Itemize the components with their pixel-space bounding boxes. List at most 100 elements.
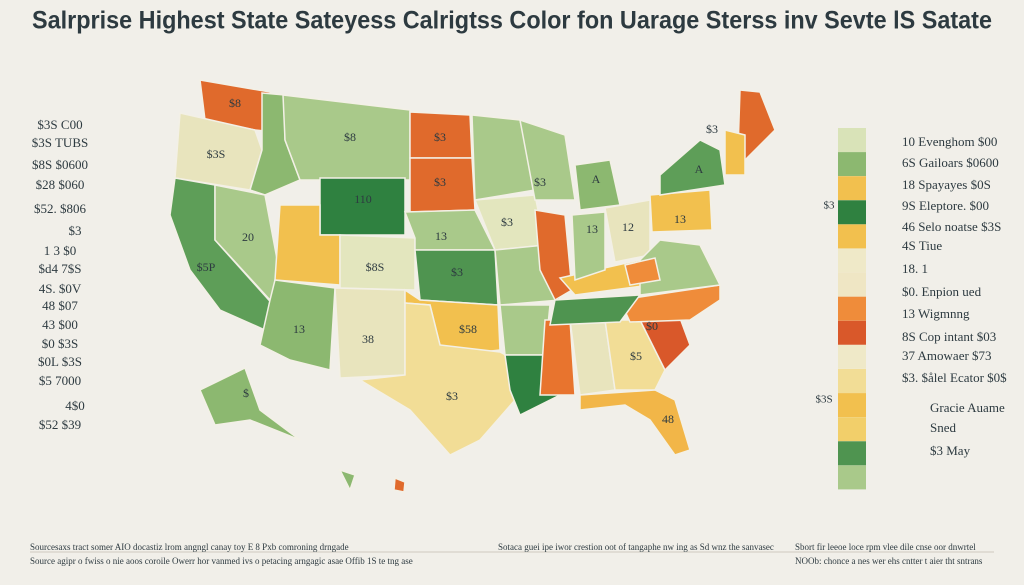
- legend-label: $3. $ålel Ecator $0$: [902, 370, 1007, 385]
- map-label: $3: [534, 175, 546, 189]
- map-label: $3: [434, 175, 446, 189]
- legend-swatch: [838, 128, 866, 152]
- footer-text: Source agipr o fwiss o nie aoos coroile …: [30, 556, 413, 566]
- state: [639, 239, 722, 296]
- left-label: $d4 7$S: [39, 261, 82, 276]
- legend-swatch: [838, 248, 866, 273]
- state: [571, 211, 606, 282]
- state: [339, 234, 416, 291]
- legend-swatch: [838, 344, 866, 369]
- footer-text: NOOb: chonce a nes wer ehs cntter t aier…: [795, 556, 983, 566]
- legend-label: Gracie Auame: [930, 400, 1005, 415]
- legend-swatch: [838, 200, 866, 225]
- map-label: $3: [706, 122, 718, 136]
- map-label: $58: [459, 322, 477, 336]
- left-label: $5 7000: [39, 373, 81, 388]
- state: [393, 476, 406, 493]
- left-label: 4S. $0V: [39, 281, 82, 296]
- left-label: 48 $07: [42, 298, 78, 313]
- left-label: $0 $3S: [42, 336, 78, 351]
- map-label: 20: [242, 230, 254, 244]
- legend-label: 9S Eleptore. $00: [902, 198, 989, 213]
- state: [579, 389, 691, 456]
- map-label: $8: [344, 130, 356, 144]
- legend-swatch: [838, 465, 866, 490]
- left-label: $3S TUBS: [32, 135, 88, 150]
- map-label: $3: [434, 130, 446, 144]
- map-label: $3: [451, 265, 463, 279]
- state: [357, 302, 516, 456]
- map-label: $8: [229, 96, 241, 110]
- left-label: $3: [69, 223, 82, 238]
- legend-label: 4S Tiue: [902, 238, 942, 253]
- legend-label: 8S Cop intant $03: [902, 329, 996, 344]
- legend-label: 46 Selo noatse $3S: [902, 219, 1001, 234]
- legend-swatch: [838, 441, 866, 466]
- map-label: 110: [354, 192, 372, 206]
- legend-swatch: [838, 369, 866, 393]
- legend-swatch: [838, 224, 866, 249]
- legend-label: $3 May: [930, 443, 971, 458]
- left-label: 4$0: [65, 398, 85, 413]
- state: [549, 294, 642, 326]
- state: [539, 319, 576, 396]
- footer-text: Sotaca guei ipe iwor crestion oot of tan…: [498, 542, 774, 552]
- state: [199, 366, 301, 441]
- us-map: $8 $3S $8 $3 $3 110 20 $5P $8S 13 $3 13 38 $58 $3 $3 $3 1…: [169, 79, 776, 493]
- legend-swatch: [838, 320, 866, 345]
- map-label: $8S: [366, 260, 385, 274]
- side-label: $3: [824, 200, 836, 212]
- map-label: $5: [630, 349, 642, 363]
- map-label: $3: [446, 389, 458, 403]
- legend-label: 13 Wigmnng: [902, 306, 970, 321]
- left-label: $0L $3S: [38, 354, 82, 369]
- legend-swatch: [838, 272, 866, 297]
- footer-text: Sbort fir leeoe loce rpm vlee dile cnse …: [795, 542, 976, 552]
- legend-label: 6S Gailoars $0600: [902, 155, 999, 170]
- state: [724, 129, 746, 176]
- legend-swatch: [838, 417, 866, 442]
- map-label: 38: [362, 332, 374, 346]
- left-label: $52. $806: [34, 201, 87, 216]
- legend-label: 18. 1: [902, 261, 928, 276]
- left-label: $8S $0600: [32, 157, 88, 172]
- map-label: A: [592, 172, 601, 186]
- state: [649, 189, 713, 233]
- left-label: $28 $060: [36, 177, 85, 192]
- legend-swatch: [838, 176, 866, 201]
- legend-label: Sned: [930, 420, 957, 435]
- left-label: 1 3 $0: [44, 243, 77, 258]
- map-label: 48: [662, 412, 674, 426]
- state: [519, 118, 576, 201]
- map-label: A: [695, 162, 704, 176]
- legend-swatch: [838, 296, 866, 321]
- legend-label: 18 Spayayes $0S: [902, 177, 991, 192]
- state: [338, 468, 356, 492]
- legend-swatch: [838, 152, 866, 177]
- state: [319, 177, 406, 236]
- legend: 10 Evenghom $00 6S Gailoars $0600 18 Spaya…: [838, 128, 1007, 490]
- map-label: $3: [501, 215, 513, 229]
- state: [574, 159, 621, 211]
- map-label: 12: [622, 220, 634, 234]
- left-label: $52 $39: [39, 417, 81, 432]
- footer-text: Sourcesaxs tract somer AIO docastiz lrom…: [30, 542, 349, 552]
- map-label: 13: [293, 322, 305, 336]
- legend-swatch: [838, 393, 866, 418]
- legend-label: $0. Enpion ued: [902, 284, 982, 299]
- map-label: $: [243, 386, 249, 400]
- map-label: 13: [435, 229, 447, 243]
- side-label: $3S: [815, 394, 832, 406]
- state: [624, 257, 661, 286]
- left-label: 43 $00: [42, 317, 78, 332]
- title: Salrprise Highest State Sateyess Calrigt…: [32, 7, 992, 35]
- map-label: 13: [674, 212, 686, 226]
- left-label: $3S C00: [37, 117, 82, 132]
- map-label: 13: [586, 222, 598, 236]
- legend-label: 37 Amowaer $73: [902, 348, 992, 363]
- map-label: $3S: [207, 147, 226, 161]
- state: [659, 139, 726, 196]
- map-label: $5P: [197, 260, 216, 274]
- map-label: $0: [646, 319, 658, 333]
